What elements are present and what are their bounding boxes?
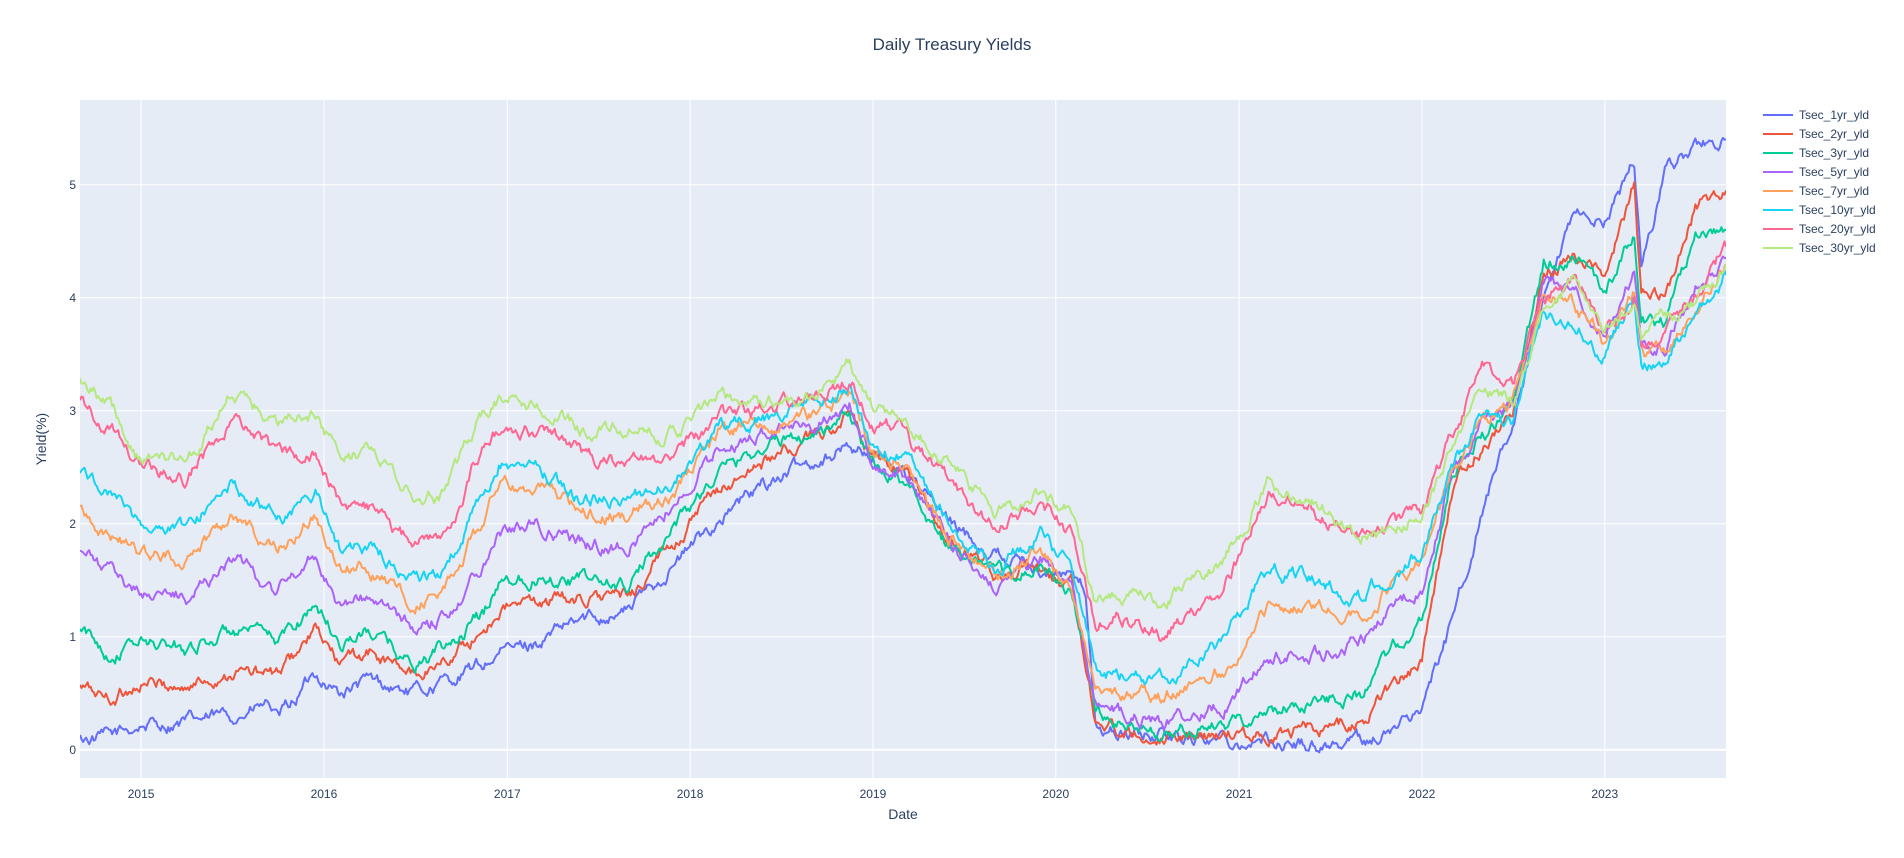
x-tick-label: 2016 <box>311 787 338 801</box>
y-tick-label: 2 <box>69 517 76 531</box>
x-tick-label: 2015 <box>128 787 155 801</box>
series-line-Tsec_20yr_yld <box>80 240 1726 643</box>
x-tick-label: 2023 <box>1591 787 1618 801</box>
x-axis-title: Date <box>888 806 918 822</box>
x-tick-label: 2021 <box>1226 787 1253 801</box>
x-tick-label: 2019 <box>860 787 887 801</box>
legend-item-label[interactable]: Tsec_5yr_yld <box>1799 165 1869 179</box>
y-axis-ticks: 0 1 2 3 4 5 <box>69 178 76 757</box>
x-tick-label: 2020 <box>1042 787 1069 801</box>
series-line-Tsec_5yr_yld <box>80 255 1726 731</box>
chart-title: Daily Treasury Yields <box>873 35 1032 54</box>
legend-item-label[interactable]: Tsec_3yr_yld <box>1799 146 1869 160</box>
x-tick-label: 2022 <box>1409 787 1436 801</box>
plot-background <box>80 100 1726 778</box>
legend-item-label[interactable]: Tsec_2yr_yld <box>1799 127 1869 141</box>
series-line-Tsec_7yr_yld <box>80 263 1726 704</box>
legend-item-label[interactable]: Tsec_7yr_yld <box>1799 184 1869 198</box>
grid-lines <box>80 100 1726 778</box>
legend: Tsec_1yr_yld Tsec_2yr_yld Tsec_3yr_yld Tsec… <box>1763 108 1876 255</box>
y-axis-title: Yield(%) <box>33 413 49 465</box>
x-tick-label: 2017 <box>494 787 521 801</box>
y-tick-label: 1 <box>69 630 76 644</box>
legend-item-label[interactable]: Tsec_10yr_yld <box>1799 203 1876 217</box>
series-line-Tsec_10yr_yld <box>80 269 1726 686</box>
legend-item-label[interactable]: Tsec_1yr_yld <box>1799 108 1869 122</box>
legend-item-label[interactable]: Tsec_20yr_yld <box>1799 222 1876 236</box>
y-tick-label: 3 <box>69 404 76 418</box>
series-line-Tsec_30yr_yld <box>80 263 1726 610</box>
y-tick-label: 4 <box>69 291 76 305</box>
legend-item-label[interactable]: Tsec_30yr_yld <box>1799 241 1876 255</box>
y-tick-label: 5 <box>69 178 76 192</box>
x-axis-ticks: 2015 2016 2017 2018 2019 2020 2021 2022 2023 <box>128 787 1619 801</box>
series-lines <box>80 136 1726 754</box>
y-tick-label: 0 <box>69 743 76 757</box>
x-tick-label: 2018 <box>677 787 704 801</box>
series-line-Tsec_1yr_yld <box>80 136 1726 754</box>
